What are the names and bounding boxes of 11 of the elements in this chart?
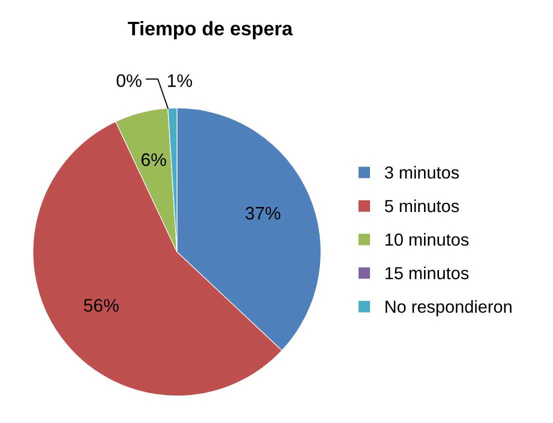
data-label: 1% bbox=[168, 74, 192, 87]
legend-label: 3 minutos bbox=[384, 166, 459, 179]
legend-label: No respondieron bbox=[386, 300, 512, 316]
text: 0% bbox=[116, 74, 142, 88]
data-label: 37% bbox=[245, 206, 280, 220]
data-label: 6% bbox=[142, 153, 166, 166]
legend-label: 15 minutos bbox=[386, 266, 469, 280]
data-label: 56% bbox=[84, 298, 119, 312]
legend-label: 10 minutos bbox=[386, 233, 469, 246]
chart-title: Tiempo de espera bbox=[128, 21, 293, 40]
legend-label: 5 minutos bbox=[384, 199, 459, 212]
